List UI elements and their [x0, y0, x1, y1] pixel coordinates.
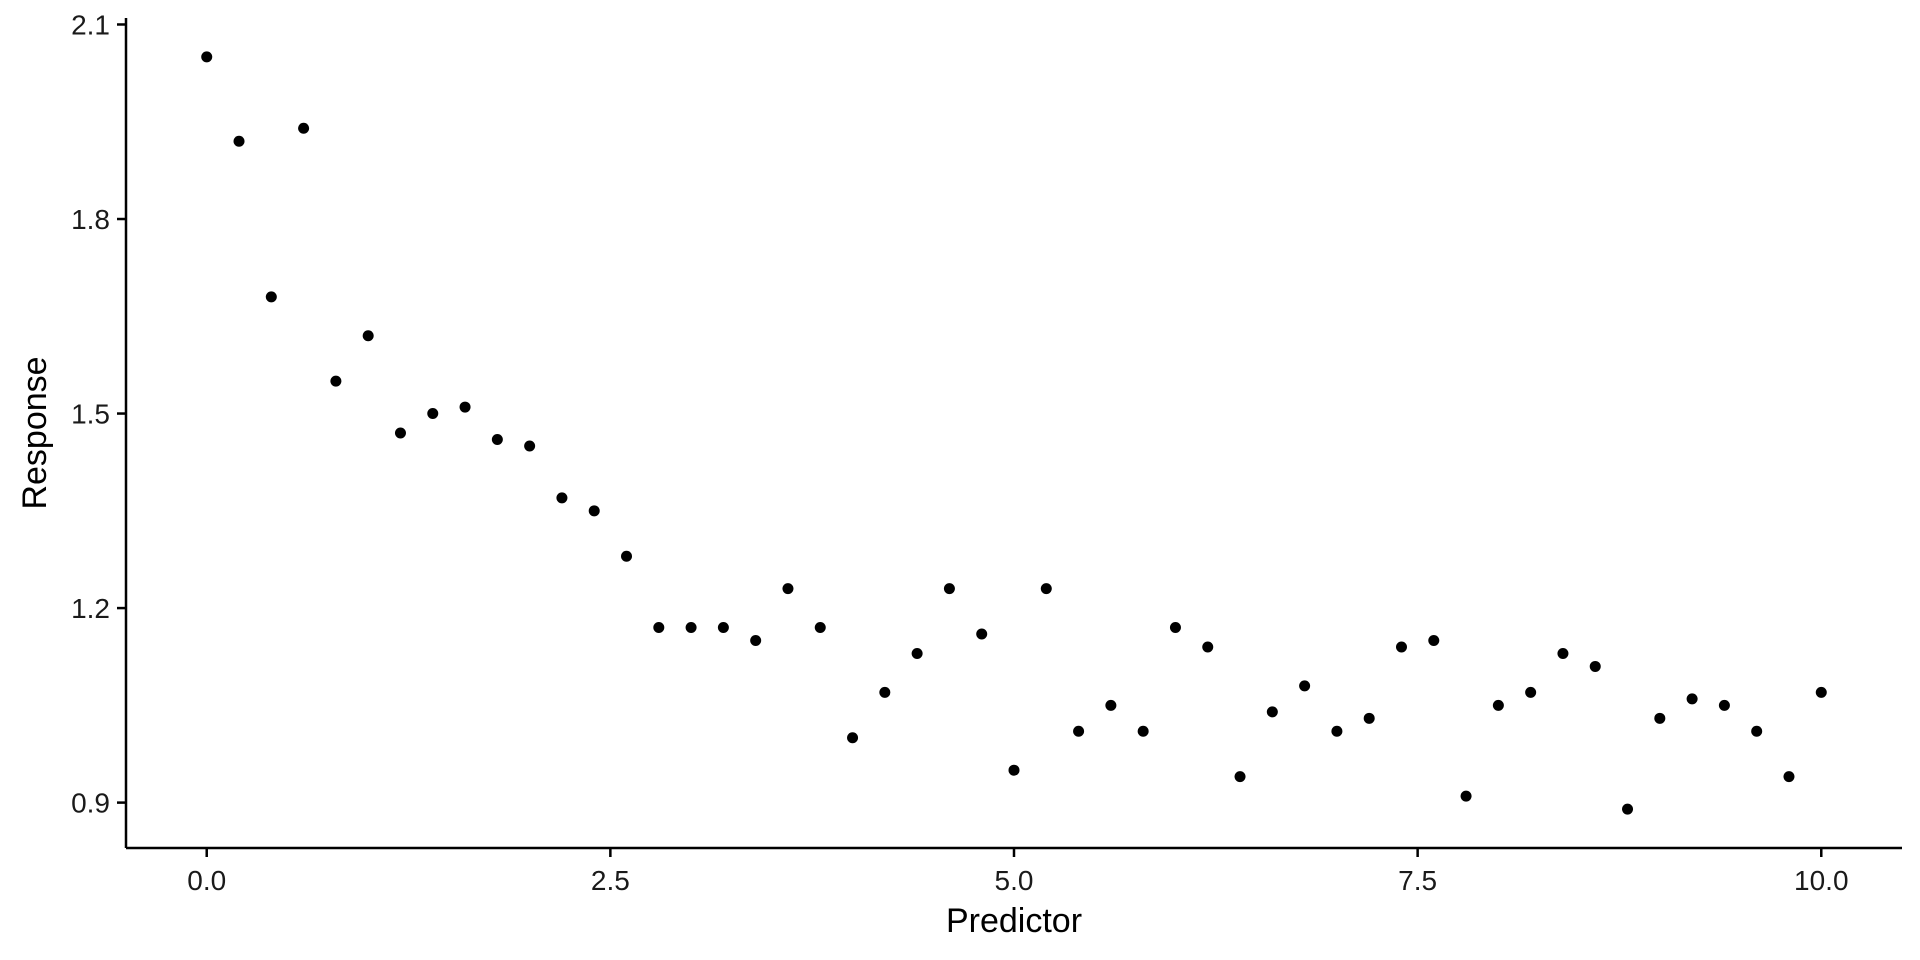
data-point	[588, 505, 600, 517]
data-point	[1395, 641, 1407, 653]
data-point	[1525, 686, 1537, 698]
data-point	[362, 330, 374, 342]
data-point	[1751, 725, 1763, 737]
data-point	[750, 635, 762, 646]
data-point	[298, 122, 310, 134]
data-point	[233, 135, 245, 147]
y-axis-title: Response	[16, 356, 54, 509]
data-point	[459, 401, 471, 413]
data-point	[1815, 686, 1827, 698]
data-point	[621, 550, 633, 562]
data-point	[1492, 699, 1504, 711]
data-point	[653, 622, 665, 634]
x-tick-label: 10.0	[1794, 865, 1849, 896]
y-tick-label: 1.2	[71, 593, 110, 624]
data-point	[847, 732, 859, 744]
data-point	[1363, 712, 1375, 724]
data-point	[1202, 641, 1214, 653]
data-point	[1428, 635, 1440, 646]
data-point	[1557, 647, 1569, 659]
data-point	[1040, 583, 1052, 595]
data-point	[265, 291, 277, 303]
data-point	[879, 686, 891, 698]
axes: 0.9 1.2 1.5 1.8 2.1 0.0 2.5 5.0 7.5 10.0	[71, 9, 1902, 896]
data-point	[1718, 699, 1730, 711]
data-point	[814, 622, 826, 634]
data-point	[685, 622, 697, 634]
data-point	[1169, 622, 1181, 634]
data-point	[1008, 764, 1020, 776]
y-tick-label: 1.5	[71, 399, 110, 430]
data-point	[1622, 803, 1634, 815]
data-point	[1783, 771, 1795, 783]
data-point	[1460, 790, 1472, 802]
data-point	[1654, 712, 1666, 724]
y-tick-label: 1.8	[71, 204, 110, 235]
x-axis-title: Predictor	[946, 902, 1082, 940]
x-tick-label: 2.5	[591, 865, 630, 896]
data-point	[1073, 725, 1085, 737]
data-point	[1589, 660, 1601, 672]
data-point	[976, 628, 988, 640]
data-point	[1331, 725, 1343, 737]
data-point	[1105, 699, 1117, 711]
data-point	[1137, 725, 1149, 737]
data-point	[1686, 693, 1698, 705]
data-point	[911, 647, 923, 659]
data-point	[427, 408, 439, 420]
data-point	[1234, 771, 1246, 783]
data-point	[556, 492, 568, 504]
data-point	[943, 583, 955, 595]
y-tick-label: 2.1	[71, 9, 110, 40]
data-point	[394, 427, 406, 439]
data-point	[1299, 680, 1311, 692]
data-point	[201, 51, 213, 63]
data-point	[1266, 706, 1278, 718]
x-axis-ticks: 0.0 2.5 5.0 7.5 10.0	[187, 848, 1849, 896]
x-tick-label: 5.0	[995, 865, 1034, 896]
data-point	[491, 433, 503, 445]
data-points	[201, 51, 1827, 815]
data-point	[330, 375, 342, 387]
x-tick-label: 0.0	[187, 865, 226, 896]
data-point	[717, 622, 729, 634]
data-point	[782, 583, 794, 595]
data-point	[524, 440, 536, 452]
y-tick-label: 0.9	[71, 788, 110, 819]
y-axis-ticks: 0.9 1.2 1.5 1.8 2.1	[71, 9, 126, 819]
x-tick-label: 7.5	[1398, 865, 1437, 896]
